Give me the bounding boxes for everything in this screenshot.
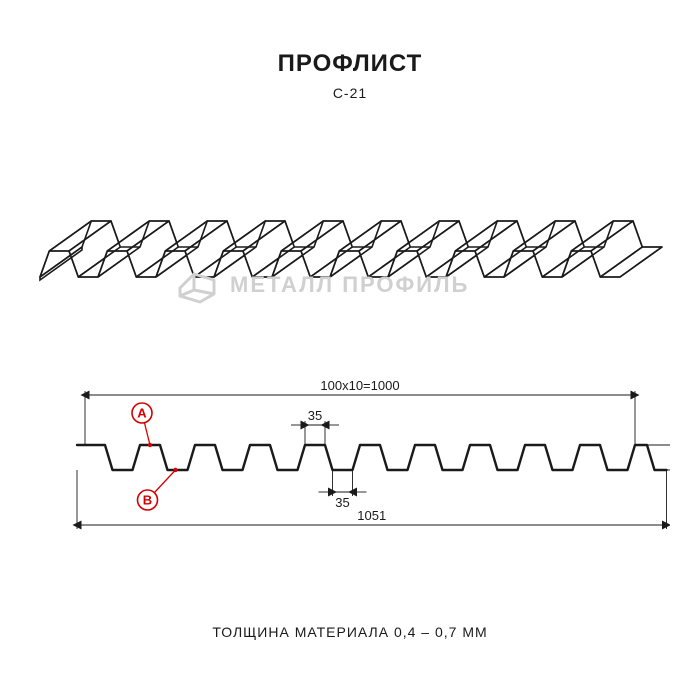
profile-path <box>77 445 667 470</box>
page-root: ПРОФЛИСТ C-21 МЕТАЛЛ ПРОФИЛЬ 100x10=1000… <box>0 0 700 700</box>
dim-label: 100x10=1000 <box>320 378 399 393</box>
dim-label: 1051 <box>357 508 386 523</box>
isometric-view <box>30 145 670 315</box>
svg-text:A: A <box>137 406 147 421</box>
dim-label: 35 <box>335 495 349 510</box>
title: ПРОФЛИСТ <box>0 50 700 78</box>
footer-text: ТОЛЩИНА МАТЕРИАЛА 0,4 – 0,7 ММ <box>0 624 700 640</box>
dim-label: 35 <box>308 408 322 423</box>
subtitle: C-21 <box>0 85 700 101</box>
svg-text:B: B <box>143 493 152 508</box>
technical-drawing: 100x10=10001051353521AB <box>30 355 670 555</box>
